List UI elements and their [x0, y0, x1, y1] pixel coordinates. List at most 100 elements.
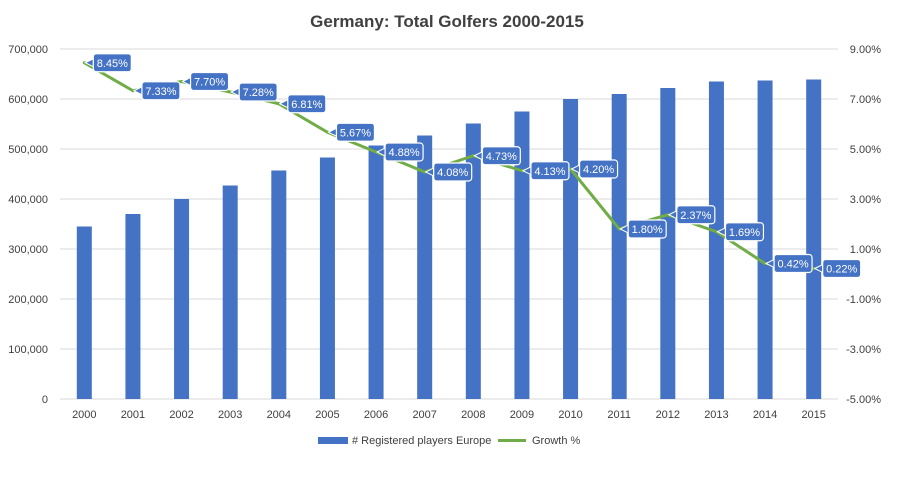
data-label: 4.73%: [473, 146, 521, 166]
data-label-pointer: [132, 85, 143, 96]
bar: [222, 185, 238, 399]
y2-tick-label: -5.00%: [846, 394, 881, 406]
data-label-text: 4.13%: [534, 166, 565, 178]
data-label-text: 7.28%: [243, 87, 274, 99]
chart-title: Germany: Total Golfers 2000-2015: [310, 12, 584, 31]
y2-tick-label: 3.00%: [850, 194, 881, 206]
data-label-text: 8.45%: [97, 58, 128, 70]
y-tick-label: 500,000: [8, 144, 48, 156]
x-tick-label: 2007: [412, 409, 436, 421]
data-label-box: [530, 161, 570, 181]
data-label-text: 4.88%: [388, 147, 419, 159]
data-label-box: [724, 222, 765, 242]
data-label-text: 4.20%: [583, 164, 614, 176]
bar: [611, 94, 627, 399]
data-label-box: [335, 122, 376, 142]
data-label: 4.08%: [424, 162, 473, 182]
bar: [514, 111, 530, 399]
data-label-box: [433, 162, 473, 182]
data-label: 4.20%: [570, 159, 619, 179]
data-label-text: 7.33%: [145, 86, 176, 98]
data-label: 1.80%: [619, 219, 667, 239]
data-label-box: [287, 94, 327, 114]
bar: [125, 214, 141, 399]
x-tick-label: 2013: [704, 409, 728, 421]
data-label: 1.69%: [716, 222, 765, 242]
y-tick-label: 400,000: [8, 194, 48, 206]
data-label-text: 7.70%: [194, 77, 225, 89]
data-label-pointer: [230, 87, 240, 97]
x-axis: 2000 2001 2002 2003 2004 2005 2006 2007 2008 2009…: [72, 409, 826, 421]
legend-label-line: Growth %: [532, 435, 581, 447]
legend: # Registered players Europe Growth %: [318, 435, 581, 447]
bar-series: [76, 79, 822, 399]
data-label-box: [822, 258, 862, 279]
data-label-box: [627, 219, 667, 239]
data-label: 2.37%: [667, 205, 716, 225]
y-axis-left: 0 100,000 200,000 300,000 400,000 500,000 600,…: [8, 44, 48, 406]
x-tick-label: 2000: [72, 409, 96, 421]
legend-swatch-bars: [318, 437, 348, 444]
y2-tick-label: 9.00%: [850, 44, 881, 56]
bar: [465, 123, 481, 399]
y2-tick-label: -3.00%: [846, 344, 881, 356]
y-tick-label: 100,000: [8, 344, 48, 356]
y-tick-label: 700,000: [8, 44, 48, 56]
x-tick-label: 2012: [656, 409, 680, 421]
bar: [708, 81, 724, 399]
y2-tick-label: 7.00%: [850, 94, 881, 106]
data-label-text: 4.08%: [437, 167, 468, 179]
data-label: 0.22%: [813, 258, 862, 279]
data-label-box: [676, 205, 716, 225]
x-tick-label: 2002: [169, 409, 193, 421]
legend-label-bars: # Registered players Europe: [352, 435, 491, 447]
data-label-box: [773, 253, 813, 274]
bar: [76, 226, 92, 399]
bar: [757, 80, 773, 399]
data-label-box: [481, 146, 521, 166]
bar: [368, 145, 384, 399]
data-label: 7.33%: [132, 81, 181, 101]
x-tick-label: 2005: [315, 409, 339, 421]
x-tick-label: 2004: [267, 409, 291, 421]
data-label: 4.13%: [521, 161, 570, 181]
data-label-text: 6.81%: [291, 99, 322, 111]
y-tick-label: 600,000: [8, 94, 48, 106]
y-tick-label: 0: [42, 394, 48, 406]
bar: [174, 199, 190, 399]
bar: [806, 79, 822, 399]
data-label-box: [141, 81, 181, 101]
data-label-box: [578, 159, 619, 179]
data-label-text: 0.22%: [826, 264, 857, 276]
x-tick-label: 2006: [364, 409, 388, 421]
bar: [563, 99, 579, 399]
bar: [660, 88, 676, 399]
data-label-box: [189, 71, 230, 92]
x-tick-label: 2015: [801, 409, 825, 421]
x-tick-label: 2001: [121, 409, 145, 421]
data-label-box: [384, 142, 424, 162]
gridlines: [60, 48, 838, 400]
data-label: 6.81%: [278, 94, 327, 114]
y-axis-right: -5.00% -3.00% -1.00% 1.00% 3.00% 5.00% 7.00% 9.…: [846, 44, 881, 406]
x-tick-label: 2009: [510, 409, 534, 421]
y2-tick-label: -1.00%: [846, 294, 881, 306]
data-label: 0.42%: [764, 253, 813, 274]
data-label-text: 5.67%: [340, 127, 371, 139]
data-label-text: 2.37%: [680, 210, 711, 222]
data-label-text: 4.73%: [486, 151, 517, 163]
data-label-box: [92, 53, 132, 73]
x-tick-label: 2008: [461, 409, 485, 421]
data-label: 4.88%: [375, 142, 424, 162]
y-tick-label: 300,000: [8, 244, 48, 256]
bar: [271, 170, 287, 399]
x-tick-label: 2011: [607, 409, 631, 421]
data-label: 8.45%: [84, 53, 132, 73]
y-tick-label: 200,000: [8, 294, 48, 306]
bar: [417, 135, 433, 399]
y2-tick-label: 1.00%: [850, 244, 881, 256]
data-label-box: [238, 82, 278, 102]
bar: [319, 157, 335, 399]
